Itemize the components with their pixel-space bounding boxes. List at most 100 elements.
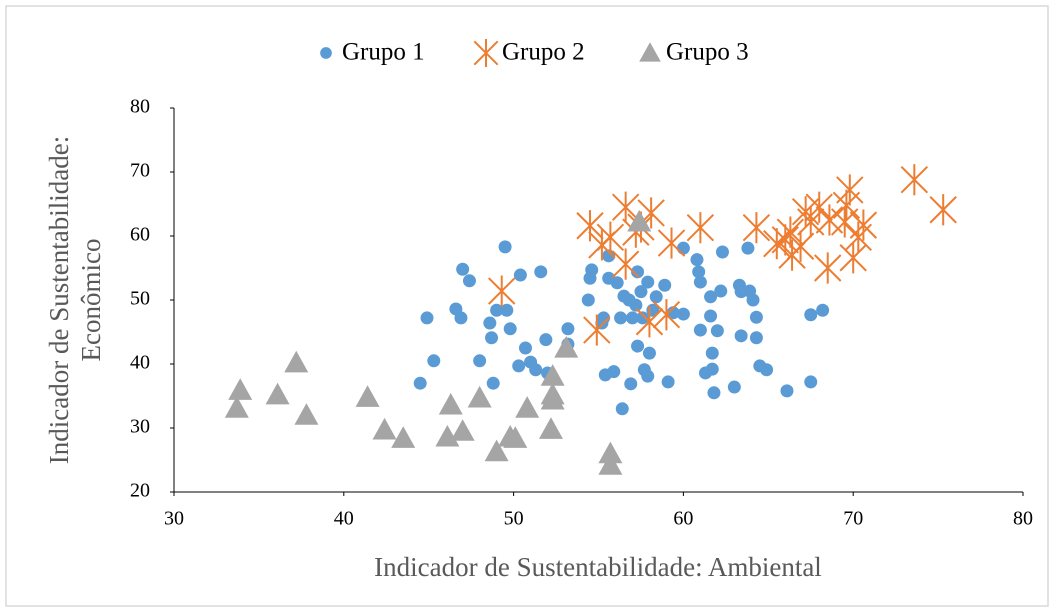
point: [692, 265, 706, 279]
point: [749, 310, 763, 324]
point: [611, 191, 640, 223]
point: [627, 209, 652, 232]
y-tick-label: 30: [130, 416, 150, 438]
point: [693, 323, 707, 337]
point: [438, 392, 463, 415]
point: [598, 441, 623, 464]
point: [581, 293, 595, 307]
point: [420, 311, 434, 325]
x-tick-label: 30: [164, 508, 184, 530]
point: [771, 224, 799, 256]
point: [607, 365, 621, 379]
point: [512, 359, 526, 373]
point: [929, 194, 957, 226]
point: [641, 369, 655, 383]
point: [676, 241, 690, 255]
point: [503, 322, 517, 336]
point: [786, 230, 815, 262]
x-tick-label: 80: [1013, 508, 1033, 530]
point: [462, 274, 476, 288]
point: [705, 346, 719, 360]
legend-label: Grupo 3: [666, 39, 749, 66]
point: [776, 216, 805, 248]
point: [741, 241, 755, 255]
point: [294, 403, 319, 425]
point: [450, 419, 475, 441]
point: [814, 252, 842, 284]
point: [534, 265, 548, 279]
y-tick-label: 60: [130, 224, 150, 246]
point: [805, 191, 833, 223]
point: [598, 453, 623, 475]
point: [715, 245, 729, 259]
point: [727, 380, 741, 394]
point: [583, 271, 597, 285]
point: [666, 306, 680, 320]
y-tick-label: 40: [130, 352, 150, 374]
y-tick-label: 50: [130, 288, 150, 310]
x-tick-label: 50: [504, 508, 524, 530]
point: [435, 424, 460, 447]
point: [529, 363, 543, 377]
point: [583, 314, 611, 346]
point: [641, 275, 655, 289]
point: [816, 303, 830, 317]
point: [714, 284, 728, 298]
point: [372, 417, 397, 440]
point: [749, 331, 763, 345]
y-tick-label: 80: [130, 96, 150, 118]
point: [473, 354, 487, 368]
point: [610, 276, 624, 290]
point: [804, 375, 818, 389]
point: [554, 336, 579, 358]
point: [540, 387, 565, 410]
point: [602, 249, 616, 263]
point: [649, 290, 663, 304]
point: [284, 350, 309, 373]
point: [224, 396, 249, 418]
point: [228, 378, 253, 400]
point: [849, 209, 878, 241]
legend-marker: [320, 47, 332, 59]
legend-marker: [473, 38, 499, 68]
point: [625, 311, 639, 325]
point: [760, 363, 774, 377]
point: [734, 329, 748, 343]
point: [742, 212, 771, 244]
point: [391, 426, 416, 448]
y-tick-label: 70: [130, 160, 150, 182]
point: [503, 426, 528, 448]
point: [515, 396, 540, 418]
chart-border: [5, 5, 1049, 607]
legend-label: Grupo 2: [502, 39, 585, 66]
point: [265, 382, 290, 405]
point: [467, 385, 492, 408]
point: [596, 221, 625, 253]
point: [635, 306, 664, 338]
point: [631, 339, 645, 353]
point: [631, 265, 645, 279]
point: [676, 307, 690, 321]
point: [614, 311, 628, 325]
point: [746, 293, 760, 307]
point: [513, 268, 527, 282]
point: [636, 311, 650, 325]
point: [576, 210, 604, 242]
y-tick-label: 20: [130, 480, 150, 502]
y-axis-title: Econômico: [76, 239, 106, 362]
point: [780, 384, 794, 398]
point: [704, 309, 718, 323]
point: [705, 362, 719, 376]
point: [900, 164, 929, 196]
point: [484, 439, 509, 462]
point: [658, 278, 672, 292]
point: [661, 375, 675, 389]
point: [454, 311, 468, 325]
point: [355, 385, 380, 407]
point: [490, 303, 504, 317]
x-tick-label: 40: [334, 508, 354, 530]
point: [652, 299, 681, 331]
point: [839, 242, 867, 274]
point: [634, 285, 648, 299]
